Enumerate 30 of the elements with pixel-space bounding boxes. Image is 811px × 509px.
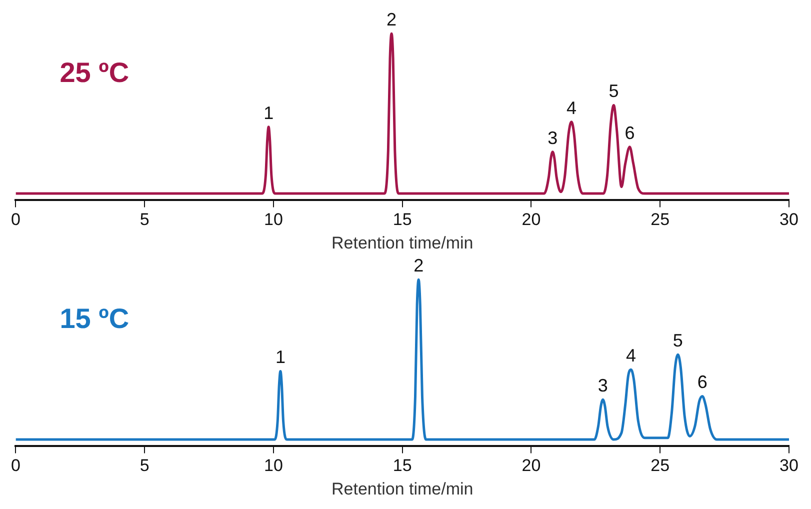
x-tick-label: 30 (780, 210, 798, 230)
x-tick-label: 30 (780, 456, 798, 476)
text: 15 ºC (60, 302, 130, 334)
annotation: 3 (548, 128, 558, 148)
x-tick-label: 5 (140, 456, 150, 476)
x-tick-label: 15 (392, 456, 412, 476)
annotation: 3 (598, 376, 608, 396)
annotation: 5 (672, 330, 683, 351)
x-tick-label: 15 (392, 210, 412, 230)
annotation: 2 (414, 256, 424, 276)
x-tick-label: 10 (264, 456, 283, 476)
x-axis-title: Retention time/min (331, 479, 474, 498)
annotation: 6 (624, 122, 635, 143)
x-tick-label: 10 (264, 210, 283, 230)
annotation: 2 (386, 10, 397, 30)
x-tick-label: 5 (140, 210, 150, 230)
x-tick-label: 0 (10, 210, 20, 230)
x-tick-label: 0 (10, 456, 20, 476)
annotation: 4 (566, 98, 576, 118)
annotation: 4 (626, 346, 636, 366)
annotation: 6 (697, 372, 708, 392)
text: 25 ºC (60, 56, 130, 88)
x-tick-label: 20 (522, 210, 541, 230)
x-axis-title: Retention time/min (331, 233, 474, 252)
x-tick-label: 25 (650, 210, 670, 230)
x-tick-label: 20 (522, 456, 541, 476)
annotation: 1 (264, 102, 274, 123)
x-tick-label: 25 (650, 456, 670, 476)
annotation: 5 (608, 81, 619, 102)
annotation: 1 (275, 347, 286, 368)
